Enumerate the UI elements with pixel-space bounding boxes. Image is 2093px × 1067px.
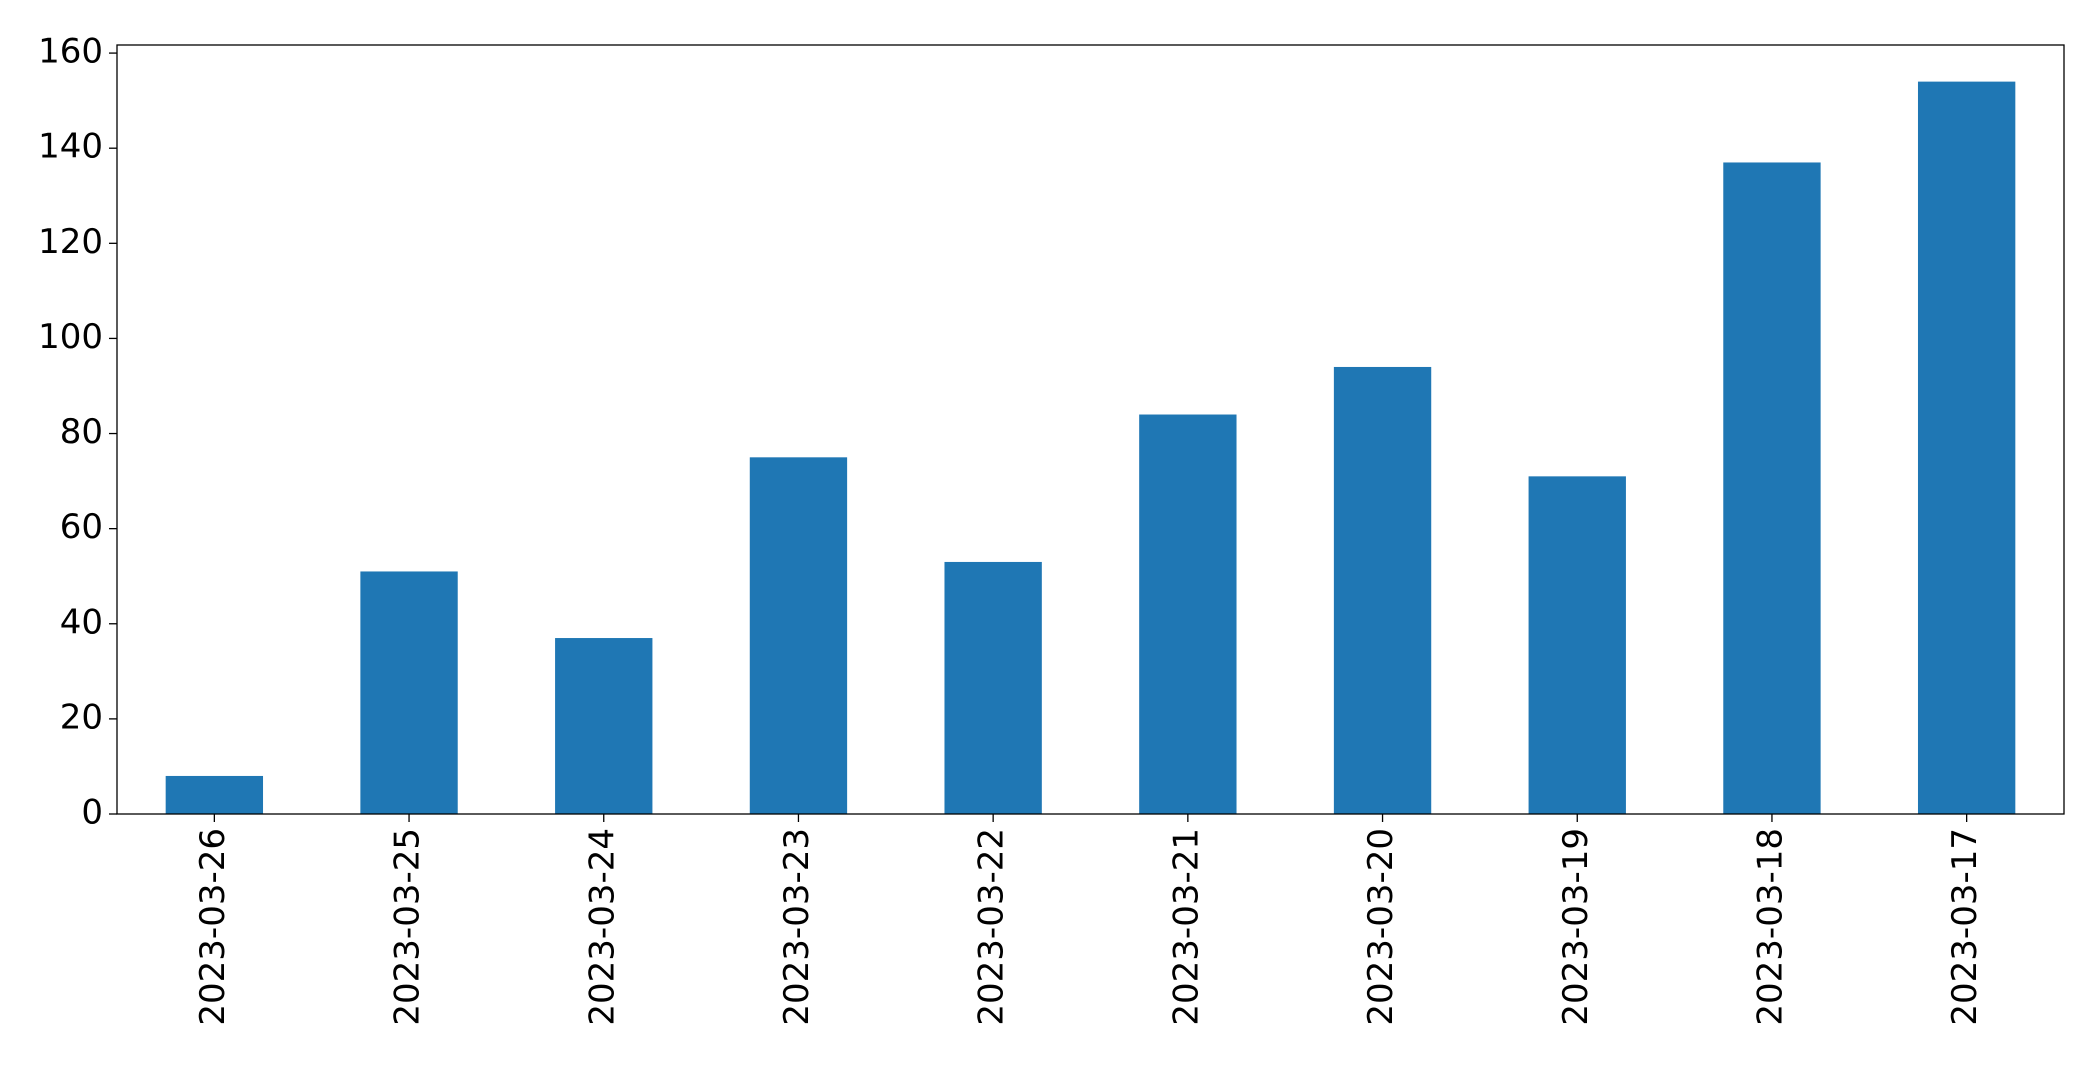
bar xyxy=(1723,162,1821,814)
x-tick-label: 2023-03-26 xyxy=(193,828,233,1026)
y-tick-label: 0 xyxy=(81,793,103,833)
x-tick-label: 2023-03-24 xyxy=(582,828,622,1026)
y-tick-label: 160 xyxy=(38,32,103,72)
bar xyxy=(1139,414,1237,814)
x-tick-label: 2023-03-20 xyxy=(1361,828,1401,1026)
y-tick-label: 100 xyxy=(38,317,103,357)
bar xyxy=(944,561,1042,814)
bar xyxy=(360,571,458,814)
y-tick-label: 140 xyxy=(38,127,103,167)
bar xyxy=(1528,476,1626,814)
x-tick-label: 2023-03-19 xyxy=(1556,828,1596,1026)
bar xyxy=(1917,81,2016,815)
x-tick-label: 2023-03-21 xyxy=(1166,828,1206,1026)
x-tick-label: 2023-03-23 xyxy=(777,828,817,1026)
x-tick-label: 2023-03-17 xyxy=(1945,828,1985,1026)
bar xyxy=(749,457,848,814)
y-tick-label: 120 xyxy=(38,222,103,262)
x-tick-label: 2023-03-22 xyxy=(972,828,1012,1026)
y-tick-label: 20 xyxy=(60,697,103,737)
bar xyxy=(555,638,653,814)
y-tick-label: 40 xyxy=(60,602,103,642)
x-tick-label: 2023-03-25 xyxy=(388,828,428,1026)
axes-frame xyxy=(116,44,2065,815)
bar xyxy=(165,775,264,814)
y-tick-label: 60 xyxy=(60,507,103,547)
x-tick-label: 2023-03-18 xyxy=(1750,828,1790,1026)
y-tick-label: 80 xyxy=(60,412,103,452)
bar xyxy=(1333,366,1432,814)
